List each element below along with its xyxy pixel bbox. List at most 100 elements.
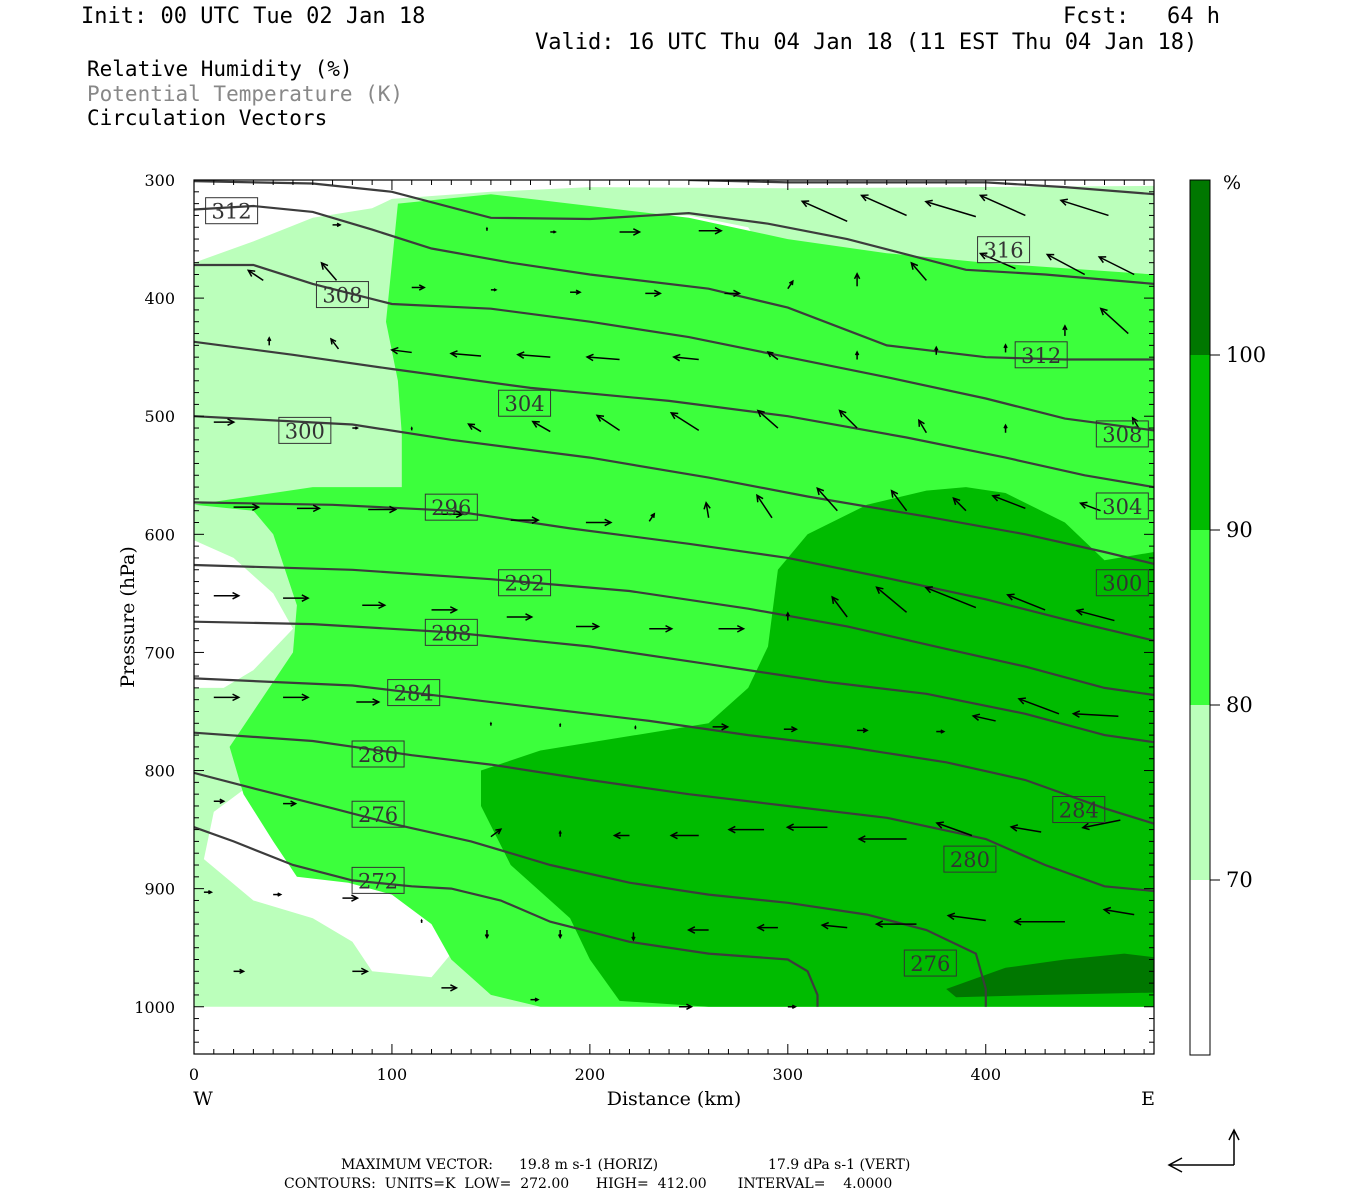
vector-shaft <box>490 828 502 838</box>
contour-label-box <box>205 197 259 225</box>
vector-head <box>232 693 241 702</box>
vector-shaft <box>1076 609 1115 622</box>
vector-head <box>360 967 370 976</box>
circulation-vector <box>576 622 601 631</box>
circulation-vector <box>431 606 459 614</box>
circulation-vector <box>489 721 493 726</box>
contour-label-box <box>1014 341 1068 369</box>
vector-shaft <box>925 586 977 609</box>
circulation-vector <box>1009 824 1042 833</box>
circulation-vector <box>756 409 779 429</box>
circulation-vector <box>783 725 799 733</box>
field-rh-title: Relative Humidity (%) <box>87 57 353 81</box>
vector-head <box>756 923 765 932</box>
contour-label: 284 <box>394 682 434 706</box>
vector-head <box>277 892 283 897</box>
theta-contour-308 <box>194 263 1154 432</box>
vector-head <box>890 489 899 498</box>
vector-head <box>449 350 458 358</box>
vector-head <box>489 721 493 725</box>
vector-head <box>1009 824 1019 832</box>
colorbar-level-label: 100 <box>1226 343 1266 367</box>
circulation-vector <box>727 825 765 834</box>
circulation-vector <box>558 830 562 837</box>
vector-head <box>557 934 563 940</box>
contour-label-box <box>498 569 552 597</box>
vector-shaft <box>1060 199 1109 217</box>
vector-shaft <box>1132 417 1141 431</box>
y-axis-label: Pressure (hPa) <box>117 546 139 688</box>
vector-head <box>632 228 642 236</box>
circulation-vector <box>875 586 908 613</box>
vector-head <box>874 920 884 928</box>
vector-head <box>971 713 981 721</box>
circulation-vector <box>712 723 730 731</box>
vector-head <box>791 1004 797 1009</box>
vector-head <box>246 269 256 277</box>
vector-head <box>978 194 988 202</box>
vector-head <box>1003 343 1008 349</box>
vector-shaft <box>992 495 1026 510</box>
rh-below-70-region-2 <box>194 540 293 688</box>
circulation-vector <box>918 418 928 434</box>
contour-label-box <box>943 845 997 873</box>
vector-head <box>1045 253 1055 261</box>
vector-head <box>1081 822 1090 831</box>
vector-head <box>531 516 540 524</box>
vector-head <box>585 353 594 362</box>
vector-head <box>862 727 869 734</box>
west-label: W <box>193 1088 213 1110</box>
circulation-vector <box>342 894 360 902</box>
circulation-vector <box>320 261 338 281</box>
vector-shaft <box>925 200 977 218</box>
contour-label: 304 <box>505 392 545 416</box>
vector-head <box>516 351 525 359</box>
axes: 300 400 500 600 700 800 900 1000 0 100 200 300 400 <box>134 171 1154 1084</box>
colorbar-segment <box>1190 355 1210 530</box>
contour-label: 272 <box>358 869 398 893</box>
vector-shaft <box>839 409 858 429</box>
vector-head <box>854 350 860 356</box>
y-tick-label: 400 <box>144 289 175 308</box>
circulation-vector <box>785 823 828 832</box>
circulation-vector <box>420 918 423 923</box>
circulation-vector <box>390 346 412 355</box>
vector-head <box>860 194 869 202</box>
y-tick-label: 300 <box>144 171 175 190</box>
vector-shaft <box>757 409 779 429</box>
vector-head <box>485 226 489 230</box>
vector-head <box>330 337 337 345</box>
vector-head <box>418 284 426 291</box>
circulation-vector <box>935 821 973 837</box>
y-tick-label: 900 <box>144 880 175 899</box>
theta-contour-300 <box>194 415 1154 565</box>
circulation-vector <box>934 345 939 355</box>
circulation-vector <box>352 967 370 976</box>
theta-contour-304 <box>194 340 1154 489</box>
circulation-vector <box>516 351 551 359</box>
circulation-vector <box>669 412 700 432</box>
y-tick-label: 800 <box>144 762 175 781</box>
vector-shaft <box>980 194 1026 217</box>
vector-head <box>935 821 944 829</box>
circulation-vector <box>1097 256 1135 276</box>
circulation-vector <box>853 272 861 287</box>
contour-label-box <box>1052 796 1106 824</box>
contour-label: 280 <box>358 743 398 767</box>
contour-label: 304 <box>1102 495 1142 519</box>
rh-band-2 <box>481 487 1154 1007</box>
vector-head <box>875 586 884 595</box>
circulation-vector <box>410 426 413 431</box>
y-tick-label: 600 <box>144 525 175 544</box>
contour-label-box <box>1095 569 1149 597</box>
vector-shaft <box>822 924 848 929</box>
circulation-vector <box>411 284 426 291</box>
vector-head <box>1097 256 1107 264</box>
contour-label: 280 <box>950 848 990 872</box>
y-tick-label: 500 <box>144 407 175 426</box>
contour-label-box <box>351 866 405 894</box>
contour-label: 308 <box>1102 423 1142 447</box>
vector-head <box>534 997 540 1002</box>
vector-head <box>390 346 399 355</box>
